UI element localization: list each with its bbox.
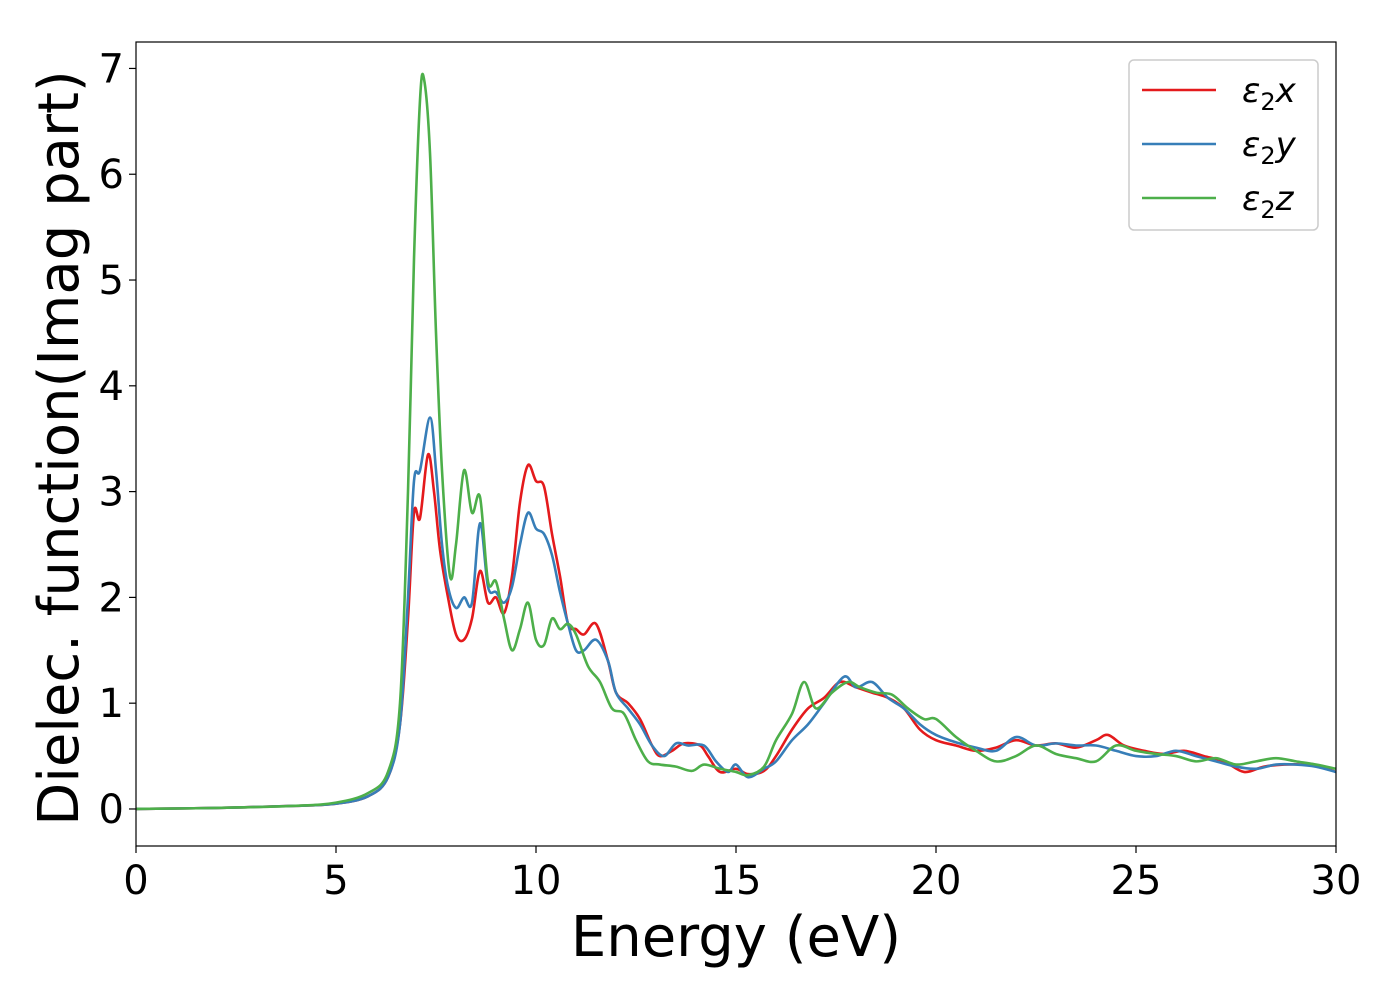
series-line-y — [135, 416, 1337, 811]
legend-label-y: ε2y — [1242, 125, 1297, 170]
x-tick-label: 0 — [123, 858, 148, 904]
x-tick-label: 5 — [323, 858, 348, 904]
y-tick-label: 6 — [99, 152, 124, 198]
series-lines — [135, 72, 1337, 811]
x-tick-label: 25 — [1111, 858, 1162, 904]
y-tick-label: 1 — [99, 681, 124, 727]
y-axis-title: Dielec. function(Imag part) — [27, 70, 92, 826]
x-tick-label: 30 — [1311, 858, 1362, 904]
y-tick-label: 0 — [99, 787, 124, 833]
y-tick-label: 3 — [99, 470, 124, 516]
legend-box — [1128, 59, 1319, 231]
series-line-x — [135, 452, 1337, 811]
y-tick-label: 4 — [99, 364, 124, 410]
legend-label-x: ε2x — [1242, 71, 1297, 116]
y-tick-label: 7 — [99, 46, 124, 92]
x-tick-label: 15 — [711, 858, 762, 904]
y-axis: 0 1 2 3 4 5 6 7 — [99, 46, 136, 833]
series-line-z — [135, 72, 1337, 811]
legend-label-z: ε2z — [1242, 179, 1295, 224]
x-tick-label: 10 — [511, 858, 562, 904]
legend: ε2x ε2y ε2z — [1128, 59, 1319, 231]
y-tick-label: 2 — [99, 575, 124, 621]
x-tick-label: 20 — [911, 858, 962, 904]
x-axis: 0 5 10 15 20 25 30 — [123, 846, 1361, 904]
x-axis-title: Energy (eV) — [571, 905, 901, 970]
y-tick-label: 5 — [99, 258, 124, 304]
